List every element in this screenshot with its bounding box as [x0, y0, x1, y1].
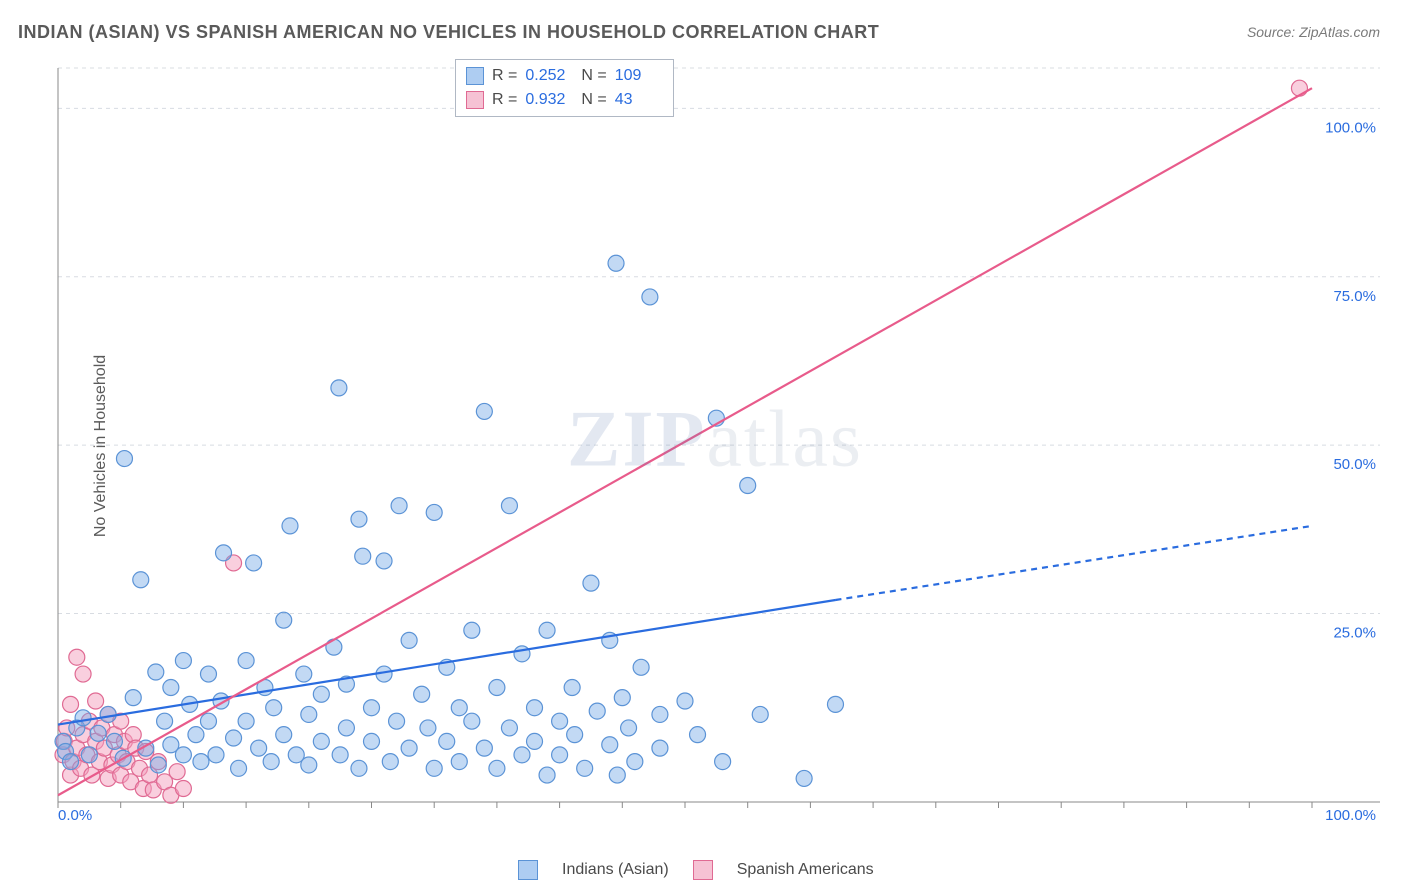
- legend-swatch-blue: [466, 67, 484, 85]
- svg-text:0.0%: 0.0%: [58, 807, 92, 820]
- plot-area: ZIPatlas 25.0%50.0%75.0%100.0%0.0%100.0%: [50, 60, 1380, 820]
- scatter-chart: 25.0% 50.0% 75.0% 100.0% 0.0% 100.0%: [50, 60, 1380, 820]
- svg-text:25.0%: 25.0%: [1333, 624, 1376, 641]
- svg-text:100.0%: 100.0%: [1325, 807, 1376, 820]
- stats-row-blue: R = 0.252 N = 109: [466, 64, 663, 88]
- correlation-stats-box: R = 0.252 N = 109 R = 0.932 N = 43: [455, 59, 674, 117]
- r-value-blue: 0.252: [525, 64, 573, 88]
- n-label: N =: [581, 64, 606, 88]
- svg-text:100.0%: 100.0%: [1325, 119, 1376, 136]
- r-value-pink: 0.932: [525, 88, 573, 112]
- chart-title: INDIAN (ASIAN) VS SPANISH AMERICAN NO VE…: [18, 22, 879, 43]
- legend-label-blue: Indians (Asian): [562, 861, 669, 879]
- r-label: R =: [492, 64, 517, 88]
- series-legend: Indians (Asian) Spanish Americans: [518, 860, 874, 880]
- legend-swatch-pink: [693, 860, 713, 880]
- n-value-blue: 109: [615, 64, 663, 88]
- legend-swatch-blue: [518, 860, 538, 880]
- r-label: R =: [492, 88, 517, 112]
- n-value-pink: 43: [615, 88, 663, 112]
- legend-swatch-pink: [466, 91, 484, 109]
- stats-row-pink: R = 0.932 N = 43: [466, 88, 663, 112]
- legend-label-pink: Spanish Americans: [737, 861, 874, 879]
- n-label: N =: [581, 88, 606, 112]
- svg-text:75.0%: 75.0%: [1333, 288, 1376, 305]
- source-attribution: Source: ZipAtlas.com: [1247, 24, 1380, 40]
- svg-text:50.0%: 50.0%: [1333, 456, 1376, 473]
